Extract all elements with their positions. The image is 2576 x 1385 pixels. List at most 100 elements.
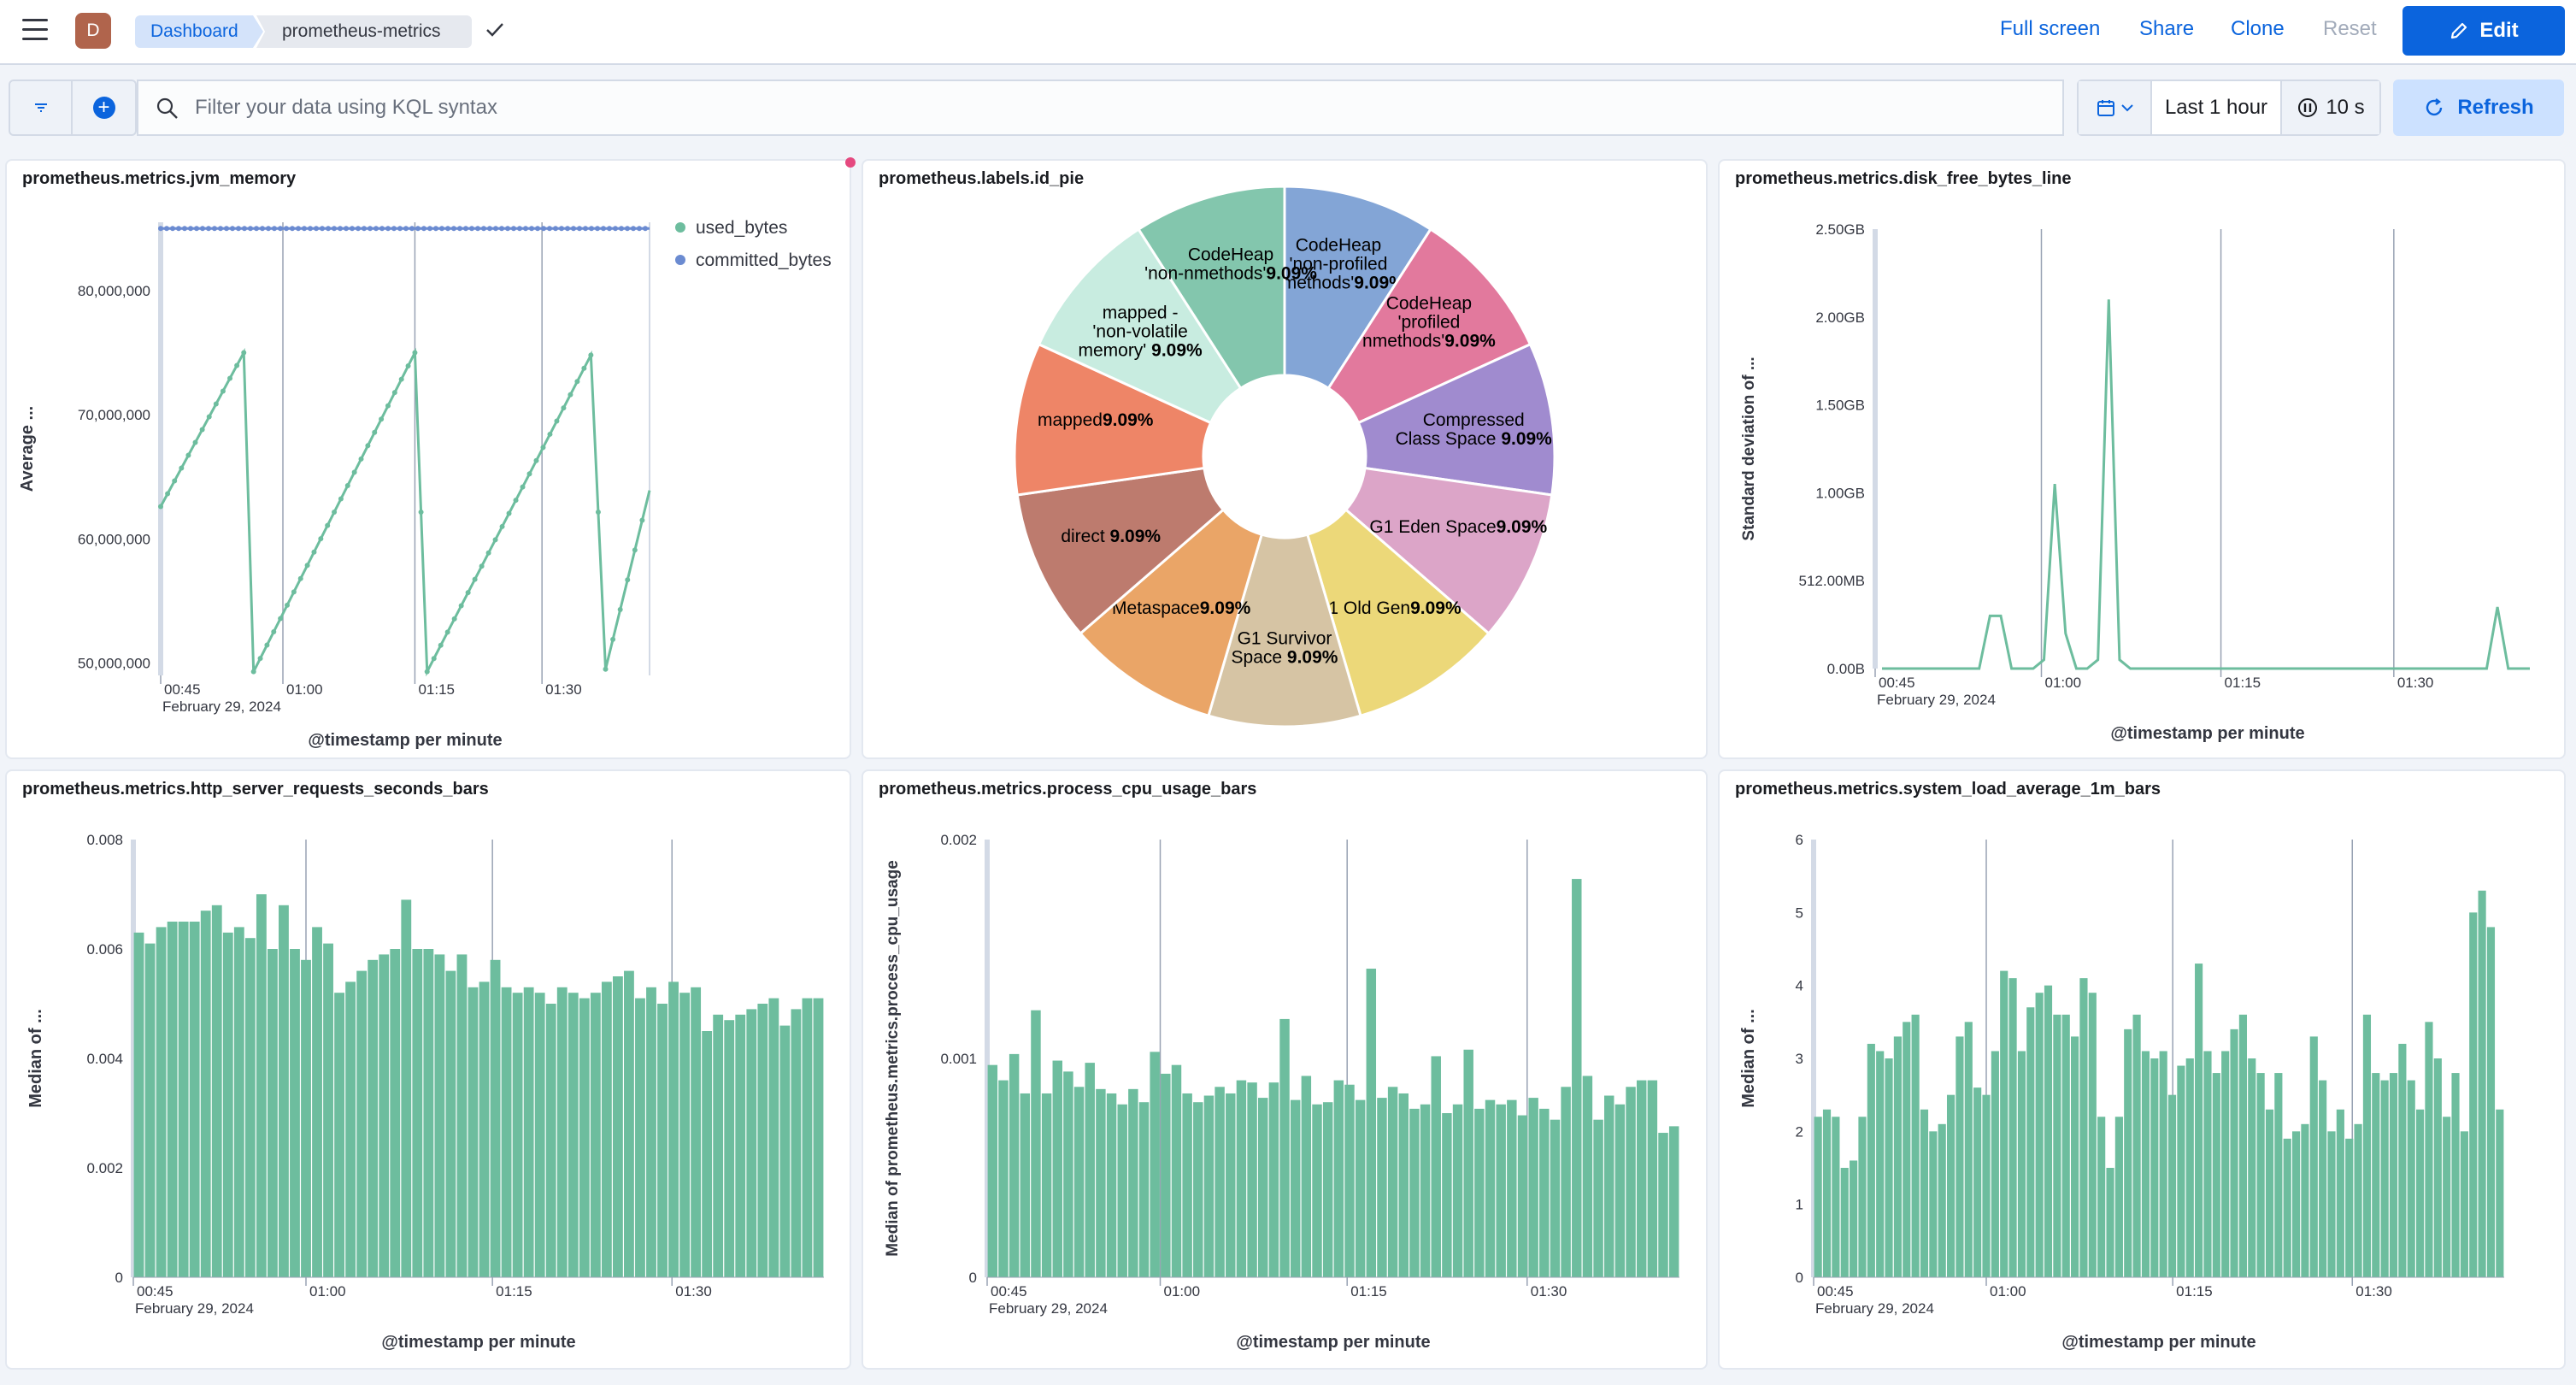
data-point <box>257 656 263 662</box>
bar <box>1279 1018 1290 1277</box>
y-tick-label: 0 <box>1796 1270 1803 1286</box>
bar <box>1593 1119 1603 1277</box>
edit-button[interactable]: Edit <box>2403 6 2565 56</box>
data-point <box>338 496 344 502</box>
data-point <box>553 226 558 232</box>
data-point <box>224 226 229 232</box>
bar <box>2256 1073 2265 1277</box>
data-point <box>574 379 580 385</box>
data-point <box>206 226 211 232</box>
filter-menu-button[interactable] <box>10 81 73 134</box>
search-icon <box>156 97 178 119</box>
reset-button[interactable]: Reset <box>2323 17 2377 40</box>
bar <box>624 970 634 1277</box>
quick-select-button[interactable] <box>2079 81 2152 134</box>
panel-title: prometheus.metrics.system_load_average_1… <box>1735 780 2161 799</box>
bar <box>987 1064 998 1277</box>
system-load-chart: 6 5 4 3 2 1 0 00:45 01:00 01:15 01:30 February 29, … <box>1739 832 2504 1352</box>
x-tick-label: 00:45 <box>991 1283 1027 1300</box>
bar <box>2177 1065 2185 1277</box>
bar <box>2283 1138 2291 1277</box>
bar <box>1041 1093 1052 1277</box>
data-point <box>351 469 357 475</box>
data-point <box>385 403 391 409</box>
bar <box>1991 1051 1999 1277</box>
pie-slice <box>1283 185 1432 391</box>
bar <box>434 954 445 1277</box>
bar <box>1572 879 1582 1277</box>
full-screen-button[interactable]: Full screen <box>2000 17 2101 40</box>
data-point <box>506 510 512 516</box>
data-point <box>601 226 606 232</box>
bar <box>534 993 545 1277</box>
data-point <box>325 522 331 528</box>
bar <box>379 954 390 1277</box>
bar <box>323 943 333 1277</box>
data-point <box>424 669 430 675</box>
breadcrumb-dashboard[interactable]: Dashboard <box>135 15 263 48</box>
data-point <box>278 226 283 232</box>
refresh-interval[interactable]: 10 s <box>2280 81 2379 134</box>
avatar[interactable]: D <box>75 13 111 49</box>
bar <box>2425 1022 2433 1277</box>
y-tick-label: 0.001 <box>940 1051 977 1067</box>
slice-label: CodeHeap'profiled nmethods'9.09% <box>1362 294 1496 351</box>
bar <box>612 976 623 1277</box>
bar <box>1268 1082 1279 1277</box>
panel-jvm-memory: prometheus.metrics.jvm_memory 00:45 01:00… <box>5 159 851 759</box>
data-point <box>438 642 444 648</box>
bar <box>2345 1138 2354 1277</box>
bar <box>2000 970 2008 1277</box>
data-point <box>304 563 310 569</box>
bar <box>1858 1117 1867 1277</box>
bar <box>2443 1117 2451 1277</box>
menu-icon[interactable] <box>22 19 48 41</box>
panel-http-server-requests: prometheus.metrics.http_server_requests_… <box>5 769 851 1370</box>
data-point <box>487 226 492 232</box>
data-point <box>583 226 588 232</box>
bar <box>779 1025 791 1277</box>
bar <box>1517 1115 1528 1277</box>
bar <box>1322 1102 1333 1277</box>
add-filter-button[interactable]: + <box>73 81 135 134</box>
bar <box>133 932 144 1277</box>
bar <box>1150 1052 1160 1277</box>
data-point <box>192 439 198 445</box>
clone-button[interactable]: Clone <box>2231 17 2285 40</box>
bar <box>1387 1087 1398 1277</box>
bar <box>1226 1093 1236 1277</box>
bar <box>523 987 534 1277</box>
bar <box>2132 1014 2141 1277</box>
share-button[interactable]: Share <box>2139 17 2195 40</box>
data-point <box>290 226 295 232</box>
date-picker: Last 1 hour 10 s <box>2077 80 2381 136</box>
bar <box>1247 1082 1257 1277</box>
x-tick-label: 00:45 <box>1879 675 1915 691</box>
time-range-label[interactable]: Last 1 hour <box>2164 96 2268 119</box>
x-tick-label: 01:30 <box>675 1283 712 1300</box>
data-point <box>332 510 338 516</box>
bar <box>1614 1104 1626 1277</box>
bar <box>390 949 401 1277</box>
slice-label: direct 9.09% <box>1061 527 1161 546</box>
bar <box>1867 1043 1875 1277</box>
slice-label: Metaspace9.09% <box>1112 598 1251 618</box>
jvm-memory-chart: 00:45 01:00 01:15 01:30 February 29, 2024 @ti… <box>18 218 832 750</box>
refresh-button[interactable]: Refresh <box>2393 80 2564 136</box>
bar <box>1885 1058 1893 1277</box>
bar <box>512 993 523 1277</box>
data-point <box>266 226 271 232</box>
interval-label: 10 s <box>2326 96 2365 119</box>
bar <box>2336 1109 2344 1277</box>
bar <box>1636 1080 1647 1277</box>
bar <box>1903 1022 1911 1277</box>
data-point <box>170 226 175 232</box>
y-tick-label: 4 <box>1796 978 1803 994</box>
bar <box>1668 1126 1679 1277</box>
y-tick-label: 2.00GB <box>1815 309 1865 326</box>
data-point <box>631 226 636 232</box>
data-point <box>338 226 343 232</box>
x-tick-label: 01:00 <box>1990 1283 2026 1300</box>
kql-search-input[interactable]: Filter your data using KQL syntax <box>137 80 2064 136</box>
query-bar: + Filter your data using KQL syntax Last… <box>0 67 2576 149</box>
